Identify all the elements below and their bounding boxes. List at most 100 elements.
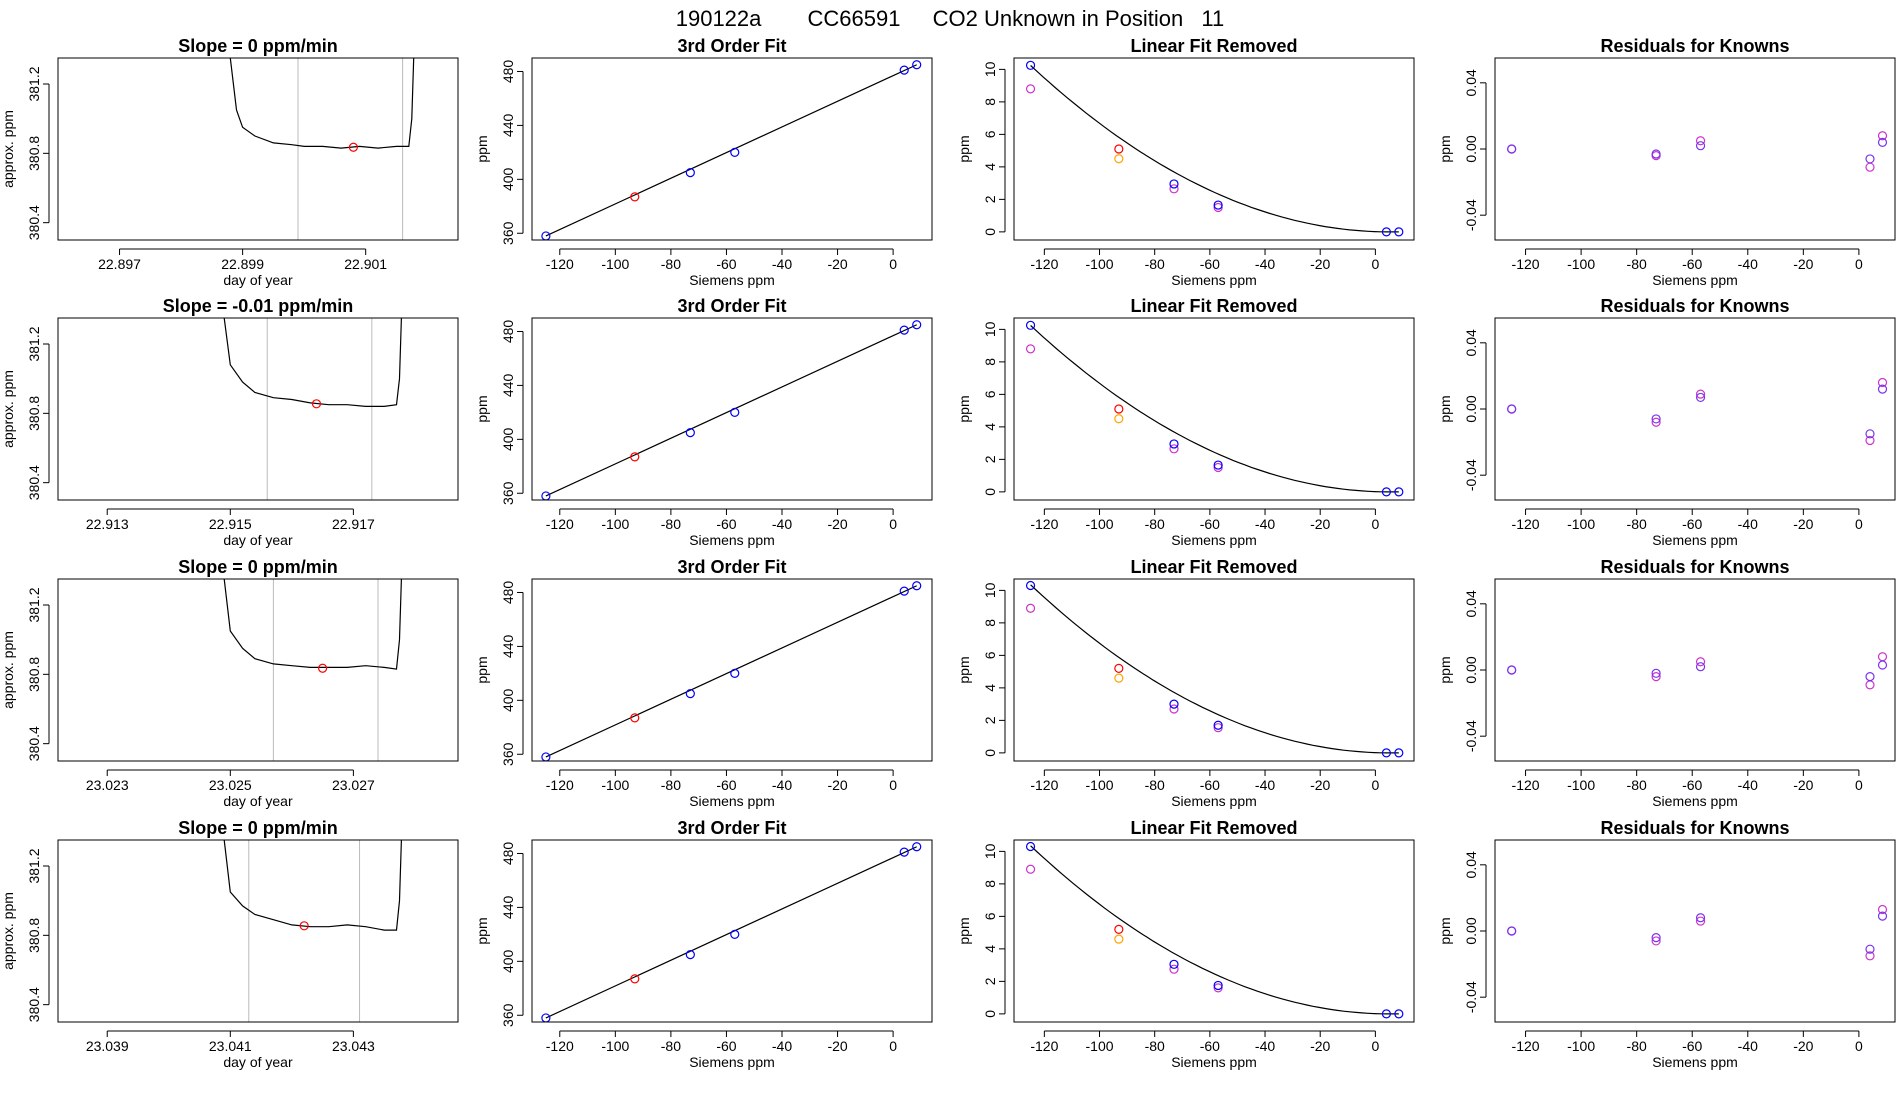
x-tick-label: -40: [772, 256, 792, 272]
x-tick-label: -60: [716, 1038, 736, 1054]
y-tick-label: 2: [982, 977, 998, 985]
x-tick-label: -120: [1512, 1038, 1540, 1054]
unknown-point-second: [1114, 154, 1124, 164]
unknown-point: [1114, 144, 1124, 154]
x-tick-label: -20: [827, 516, 847, 532]
y-axis-label: ppm: [474, 395, 490, 422]
x-axis-label: day of year: [223, 793, 293, 809]
y-tick-label: -0.04: [1463, 981, 1479, 1013]
plot-frame: [531, 57, 933, 241]
fit-curve: [1030, 325, 1399, 493]
known-point: [899, 325, 909, 335]
known-point: [1381, 227, 1392, 237]
y-tick-label: 8: [982, 358, 998, 366]
y-tick-label: 440: [500, 896, 516, 920]
y-tick-label: 0.04: [1463, 851, 1479, 878]
y-axis: 360 400 440 480: [500, 320, 524, 505]
y-tick-label: 8: [982, 98, 998, 106]
plot-frame: [57, 839, 459, 1023]
x-tick-label: -60: [1682, 1038, 1702, 1054]
y-tick-label: 8: [982, 619, 998, 627]
y-tick-label: 10: [982, 843, 998, 859]
panel-title: Linear Fit Removed: [1130, 36, 1297, 56]
panel-2-1: 3rd Order Fit -120 -100 -80 -60 -40 -20 0 Siemen…: [474, 557, 933, 809]
x-tick-label: -120: [1030, 516, 1058, 532]
residual-point-second: [1507, 144, 1517, 154]
y-tick-label: 360: [500, 481, 516, 505]
residual-point: [1695, 657, 1706, 667]
y-tick-label: 6: [982, 130, 998, 138]
x-tick-label: 22.917: [332, 516, 375, 532]
residual-point-second: [1651, 668, 1661, 678]
plot-frame: [1013, 839, 1415, 1023]
y-axis: 360 400 440 480: [500, 842, 524, 1027]
x-axis: 23.039 23.041 23.043: [86, 1030, 375, 1054]
page-title: 190122a CC66591 CO2 Unknown in Position …: [676, 6, 1225, 31]
y-axis-label: approx. ppm: [0, 110, 16, 188]
y-tick-label: 360: [500, 742, 516, 766]
panel-title: Residuals for Knowns: [1600, 818, 1789, 838]
x-axis-label: Siemens ppm: [1652, 532, 1738, 548]
x-tick-label: -20: [1793, 777, 1813, 793]
x-tick-label: -60: [716, 256, 736, 272]
x-tick-label: -100: [601, 777, 629, 793]
unknown-marker: [318, 663, 328, 673]
known-point: [685, 949, 695, 960]
panel-1-0: Slope = -0.01 ppm/min 22.913 22.915 22.917 d…: [0, 296, 459, 548]
known-point: [1394, 227, 1404, 237]
known-point: [1169, 959, 1179, 969]
y-tick-label: 440: [500, 114, 516, 138]
x-axis-label: day of year: [223, 1054, 293, 1070]
plot-frame: [1013, 57, 1415, 241]
x-tick-label: -120: [546, 1038, 574, 1054]
known-point: [1394, 748, 1404, 758]
residual-point-second: [1865, 154, 1875, 164]
y-axis: 0 2 4 6 8 10: [982, 61, 1006, 236]
y-tick-label: 480: [500, 842, 516, 866]
unknown-point: [630, 192, 640, 202]
x-tick-label: -120: [546, 777, 574, 793]
unknown-point: [1114, 924, 1124, 934]
residual-point: [1877, 131, 1888, 141]
x-tick-label: -40: [1255, 256, 1275, 272]
x-tick-label: -100: [1567, 516, 1595, 532]
x-axis: -120 -100 -80 -60 -40 -20 0: [546, 248, 897, 272]
unknown-marker: [311, 399, 322, 409]
y-axis-label: ppm: [1437, 917, 1453, 944]
residual-point-second: [1507, 926, 1517, 936]
signal-trace: [229, 58, 415, 149]
x-tick-label: -100: [1567, 1038, 1595, 1054]
panel-title: Linear Fit Removed: [1130, 557, 1297, 577]
y-tick-label: 400: [500, 688, 516, 712]
y-tick-label: 360: [500, 1003, 516, 1027]
plot-area: [229, 58, 415, 240]
x-tick-label: -40: [1738, 516, 1758, 532]
x-tick-label: -120: [1030, 256, 1058, 272]
plot-frame: [531, 317, 933, 501]
x-tick-label: -60: [1682, 516, 1702, 532]
known-point: [912, 581, 922, 591]
y-tick-label: 4: [982, 945, 998, 953]
x-tick-label: -60: [1682, 777, 1702, 793]
x-tick-label: -80: [1145, 777, 1165, 793]
x-tick-label: 23.043: [332, 1038, 375, 1054]
x-tick-label: -80: [1627, 1038, 1647, 1054]
plot-area: [541, 60, 922, 240]
y-tick-label: 0: [982, 749, 998, 757]
panel-0-0: Slope = 0 ppm/min 22.897 22.899 22.901 day o…: [0, 36, 459, 288]
x-axis-label: Siemens ppm: [689, 793, 775, 809]
x-tick-label: -60: [1200, 777, 1220, 793]
y-tick-label: 381.2: [26, 587, 42, 622]
known-point-second: [1213, 462, 1223, 473]
y-tick-label: 380.8: [26, 918, 42, 953]
y-tick-label: 380.8: [26, 396, 42, 431]
known-point: [1381, 487, 1392, 497]
y-tick-label: 0.00: [1463, 917, 1479, 944]
unknown-point-second: [1114, 673, 1124, 683]
y-tick-label: 0.04: [1463, 590, 1479, 617]
x-tick-label: 22.899: [221, 256, 264, 272]
panel-0-2: Linear Fit Removed -120 -100 -80 -60 -40 -20 0 S…: [956, 36, 1415, 288]
x-tick-label: -120: [1030, 777, 1058, 793]
residual-point: [1651, 417, 1661, 427]
x-tick-label: 23.041: [209, 1038, 252, 1054]
